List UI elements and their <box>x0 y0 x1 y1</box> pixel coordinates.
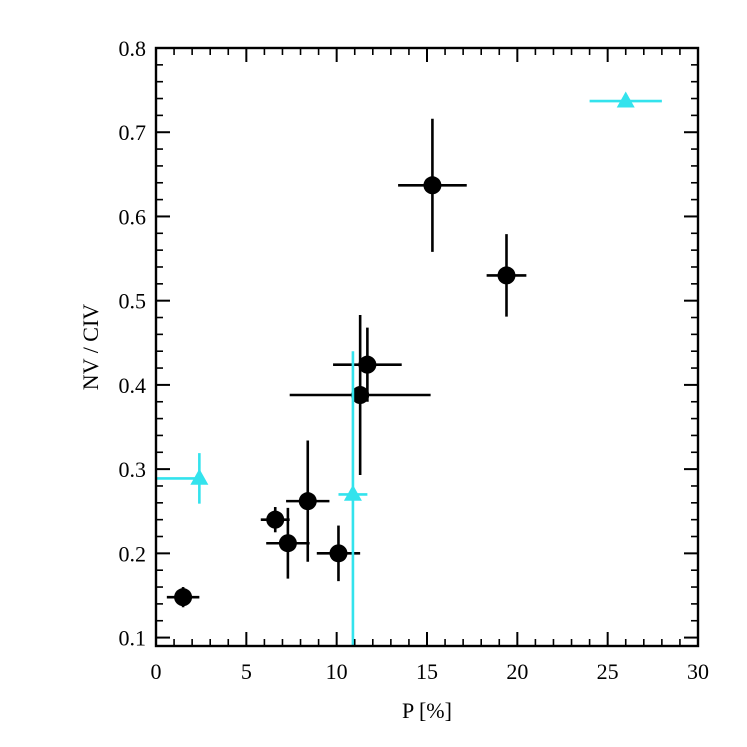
x-tick-label: 20 <box>506 659 528 684</box>
axis-ticks: 0 5 10 15 20 25 30 0.1 0.2 0.3 0.4 0.5 0.6 0.7 0.8 <box>119 36 710 684</box>
triangle-marker <box>190 468 209 485</box>
circle-marker <box>329 544 348 563</box>
circle-marker <box>358 355 377 374</box>
plot-marks <box>156 91 662 646</box>
y-tick-label: 0.7 <box>119 120 147 145</box>
y-tick-label: 0.5 <box>119 289 147 314</box>
circle-marker <box>174 588 193 607</box>
y-tick-label: 0.3 <box>119 457 147 482</box>
data-point-circle <box>289 314 431 476</box>
data-point-circle <box>260 507 290 533</box>
data-point-circle <box>166 587 200 608</box>
circle-marker <box>278 534 297 553</box>
y-tick-label: 0.8 <box>119 36 147 61</box>
data-point-triangle <box>338 351 368 646</box>
x-tick-label: 30 <box>687 659 709 684</box>
x-tick-label: 0 <box>151 659 162 684</box>
x-axis-label: P [%] <box>402 698 452 723</box>
triangle-marker <box>343 484 362 501</box>
circle-marker <box>423 176 442 195</box>
x-tick-label: 25 <box>597 659 619 684</box>
x-tick-label: 5 <box>241 659 252 684</box>
data-point-circle <box>333 327 402 402</box>
plot-frame <box>154 46 700 648</box>
x-tick-label: 10 <box>326 659 348 684</box>
circle-marker <box>298 492 317 511</box>
circle-marker <box>266 510 285 529</box>
data-point-circle <box>286 440 330 562</box>
y-tick-label: 0.4 <box>119 373 147 398</box>
y-axis-label: NV / CIV <box>78 304 103 390</box>
triangle-marker <box>616 91 635 108</box>
y-tick-label: 0.2 <box>119 541 147 566</box>
y-tick-label: 0.1 <box>119 626 147 651</box>
data-point-circle <box>266 507 310 579</box>
circle-marker <box>497 266 516 285</box>
x-tick-label: 15 <box>416 659 438 684</box>
data-point-triangle <box>156 453 209 504</box>
data-point-circle <box>398 118 467 252</box>
data-point-triangle <box>589 91 662 108</box>
circle-marker <box>351 386 370 405</box>
y-tick-label: 0.6 <box>119 204 147 229</box>
data-point-circle <box>486 234 527 317</box>
